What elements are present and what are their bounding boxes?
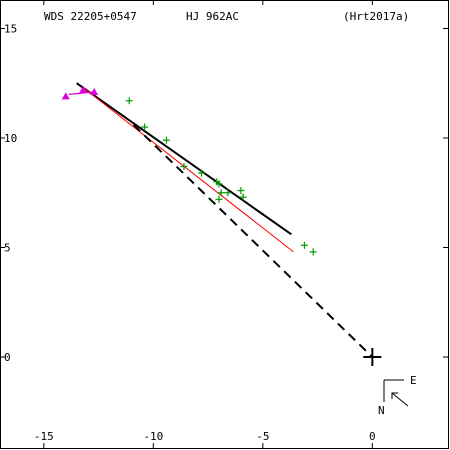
observation-point xyxy=(239,193,247,201)
y-tick-label: 0 xyxy=(4,351,11,364)
observation-point xyxy=(215,180,223,188)
data-points xyxy=(61,85,317,256)
observation-point xyxy=(141,123,149,131)
orientation-compass: E N xyxy=(378,374,417,417)
header-pair-name: HJ 962AC xyxy=(186,10,239,23)
observation-point xyxy=(180,162,188,170)
observation-point xyxy=(237,187,245,195)
observation-point xyxy=(125,97,133,105)
recent-measurement-point xyxy=(90,87,99,95)
y-tick-label: 5 xyxy=(4,241,11,254)
closest-approach-line xyxy=(132,124,374,358)
fit-lines xyxy=(76,82,374,358)
header-reference: (Hrt2017a) xyxy=(343,10,409,23)
recent-measurement-point xyxy=(79,85,88,93)
compass-motion-head xyxy=(391,392,398,399)
compass-east-label: E xyxy=(410,374,417,387)
linear-fit-line xyxy=(76,82,292,236)
recent-motion-arrow xyxy=(68,91,95,95)
x-tick-label: 0 xyxy=(369,430,376,443)
compass-north-label: N xyxy=(378,404,385,417)
observation-point xyxy=(215,195,223,203)
observation-point xyxy=(162,136,170,144)
header-wds-id: WDS 22205+0547 xyxy=(44,10,137,23)
x-tick-label: -15 xyxy=(34,430,54,443)
observation-point xyxy=(309,248,317,256)
ephemeris-line xyxy=(82,87,294,253)
recent-measurement-point xyxy=(61,92,70,100)
x-tick-label: -5 xyxy=(256,430,269,443)
observation-point xyxy=(217,189,225,197)
primary-star xyxy=(363,348,382,367)
compass-motion-shaft xyxy=(391,392,409,407)
y-tick-label: 10 xyxy=(4,132,17,145)
y-tick-label: 15 xyxy=(4,22,17,35)
observation-point xyxy=(300,241,308,249)
observation-point xyxy=(198,169,206,177)
observation-point xyxy=(224,189,232,197)
x-tick-label: -10 xyxy=(143,430,163,443)
